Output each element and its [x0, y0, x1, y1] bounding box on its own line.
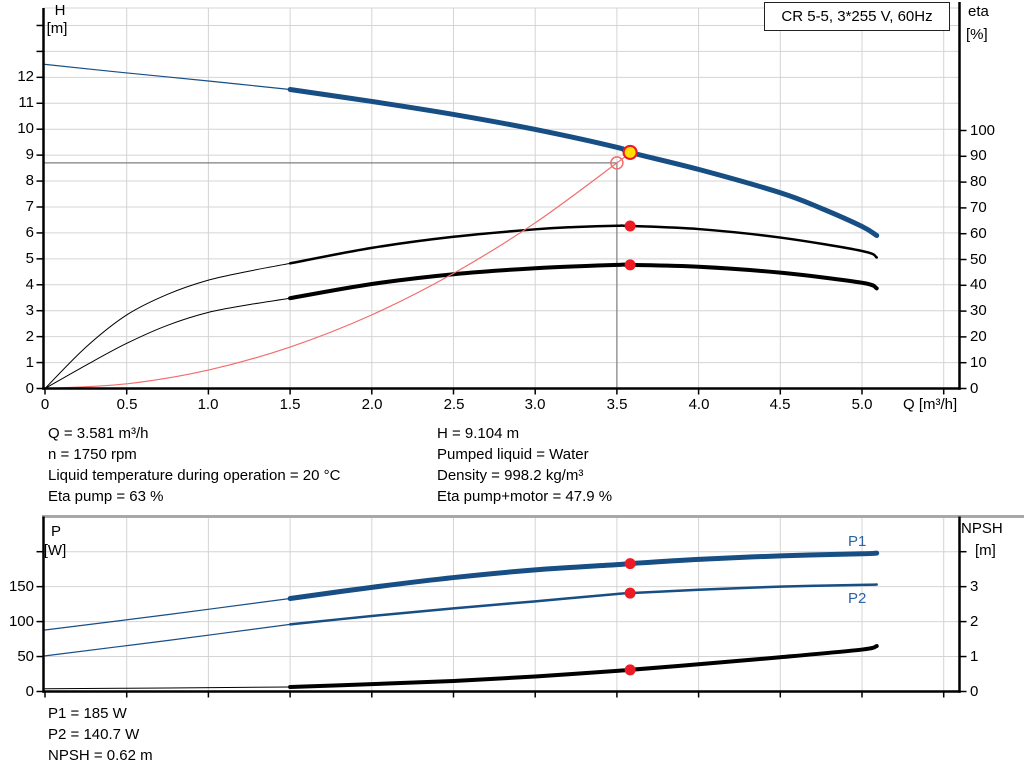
requested-duty-point — [610, 156, 624, 170]
p1-curve-label: P1 — [848, 533, 867, 550]
npsh-axis-name: NPSH — [961, 520, 1003, 537]
p2-curve-label: P2 — [848, 590, 867, 607]
duty-point-marker — [622, 144, 638, 161]
left-tick-label: 5 — [25, 250, 34, 267]
left-tick-label: 0 — [25, 683, 34, 700]
right-tick-label: 100 — [970, 122, 996, 139]
npsh-curve-thin — [44, 686, 291, 690]
op-p2-value: P2 = 140.7 W — [48, 726, 140, 743]
x-tick-label: 2.5 — [443, 395, 465, 413]
op-h-value: H = 9.104 m — [437, 425, 520, 442]
duty-value-marker — [624, 558, 636, 570]
x-tick-label: 1.0 — [197, 395, 219, 413]
left-tick-label: 0 — [25, 380, 34, 397]
eta-axis-name: eta — [968, 3, 989, 20]
eta-pump-curve — [288, 224, 878, 265]
pump-type-title-box: CR 5-5, 3*255 V, 60Hz — [764, 2, 950, 31]
eta-pump-motor-curve — [288, 262, 879, 301]
right-tick-label: 1 — [970, 648, 979, 665]
left-tick-label: 9 — [25, 146, 34, 163]
x-tick-label: 3.0 — [524, 395, 546, 413]
left-tick-label: 50 — [17, 648, 34, 665]
duty-value-marker — [624, 220, 636, 232]
left-tick-label: 1 — [25, 354, 34, 371]
op-p1-value: P1 = 185 W — [48, 705, 127, 722]
system-curve-thin — [44, 151, 631, 390]
op-eta-pump: Eta pump = 63 % — [48, 488, 164, 505]
right-tick-label: 40 — [970, 276, 987, 293]
op-npsh-value: NPSH = 0.62 m — [48, 747, 153, 764]
left-tick-label: 7 — [25, 198, 34, 215]
right-tick-label: 80 — [970, 173, 987, 190]
left-tick-label: 150 — [8, 578, 34, 595]
p-axis-name: P — [50, 523, 61, 540]
h-axis-name: H — [54, 2, 66, 19]
q-axis-label: Q [m³/h] — [903, 396, 958, 413]
left-tick-label: 12 — [17, 68, 34, 85]
x-tick-label: 1.5 — [279, 395, 301, 413]
p1-curve-thin — [44, 597, 291, 631]
eta-pump-curve-thin — [44, 262, 291, 389]
right-tick-label: 30 — [970, 302, 987, 319]
p1-curve — [287, 550, 880, 602]
left-tick-label: 2 — [25, 328, 34, 345]
x-tick-label: 4.0 — [688, 395, 710, 413]
right-tick-label: 50 — [970, 251, 987, 268]
left-tick-label: 3 — [25, 302, 34, 319]
op-speed-value: n = 1750 rpm — [48, 446, 137, 463]
right-tick-label: 2 — [970, 613, 979, 630]
duty-value-marker — [624, 259, 636, 271]
x-tick-label: 5.0 — [851, 395, 873, 413]
duty-value-marker — [624, 664, 636, 676]
x-tick-label: 0.5 — [116, 395, 138, 413]
x-tick-label: 4.5 — [769, 395, 791, 413]
left-tick-label: 10 — [17, 120, 34, 137]
p-axis-unit: [W] — [43, 542, 67, 559]
right-tick-label: 0 — [970, 380, 979, 397]
npsh-curve — [288, 644, 879, 689]
right-tick-label: 3 — [970, 578, 979, 595]
npsh-axis-unit: [m] — [975, 542, 996, 559]
p2-curve — [288, 583, 878, 626]
op-pumped-liquid: Pumped liquid = Water — [437, 446, 589, 463]
left-tick-label: 11 — [18, 94, 34, 111]
right-tick-label: 0 — [970, 683, 979, 700]
x-tick-label: 2.0 — [361, 395, 383, 413]
op-eta-pump-motor: Eta pump+motor = 47.9 % — [437, 488, 613, 505]
duty-value-marker — [624, 587, 636, 599]
h-axis-unit: [m] — [46, 20, 68, 37]
p2-curve-thin — [44, 623, 291, 657]
op-q-value: Q = 3.581 m³/h — [48, 425, 149, 442]
right-tick-label: 90 — [970, 147, 987, 164]
eta-axis-unit: [%] — [966, 26, 988, 43]
left-tick-label: 8 — [25, 172, 34, 189]
left-tick-label: 6 — [25, 224, 34, 241]
op-liquid-temp: Liquid temperature during operation = 20… — [48, 467, 341, 484]
x-tick-label: 0 — [40, 395, 50, 413]
right-tick-label: 20 — [970, 328, 987, 345]
right-tick-label: 60 — [970, 225, 987, 242]
left-tick-label: 100 — [8, 613, 34, 630]
pump-head-curve-thin — [44, 63, 291, 91]
right-tick-label: 10 — [970, 354, 987, 371]
right-tick-label: 70 — [970, 199, 987, 216]
eta-pump-motor-curve-thin — [44, 297, 291, 389]
x-tick-label: 3.5 — [606, 395, 628, 413]
left-tick-label: 4 — [25, 276, 34, 293]
op-density: Density = 998.2 kg/m³ — [437, 467, 584, 484]
